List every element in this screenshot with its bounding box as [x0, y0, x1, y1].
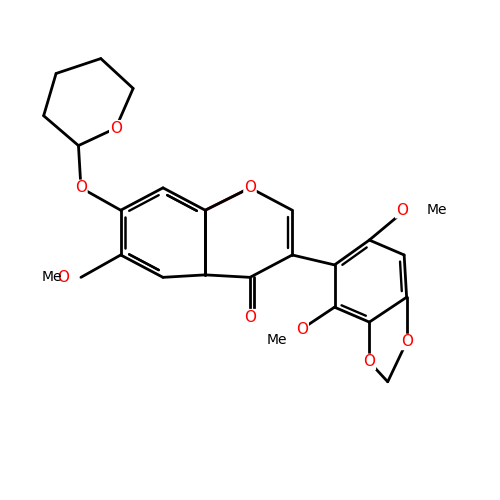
Text: O: O	[75, 180, 87, 196]
Text: O: O	[110, 120, 122, 136]
Text: Me: Me	[41, 270, 62, 284]
Text: O: O	[400, 334, 412, 349]
Text: Me: Me	[426, 203, 447, 217]
Text: O: O	[244, 310, 256, 324]
Text: O: O	[396, 202, 407, 218]
Text: O: O	[364, 354, 376, 370]
Text: O: O	[244, 180, 256, 196]
Text: Me: Me	[267, 332, 287, 346]
Text: O: O	[58, 270, 70, 285]
Text: O: O	[296, 322, 308, 337]
